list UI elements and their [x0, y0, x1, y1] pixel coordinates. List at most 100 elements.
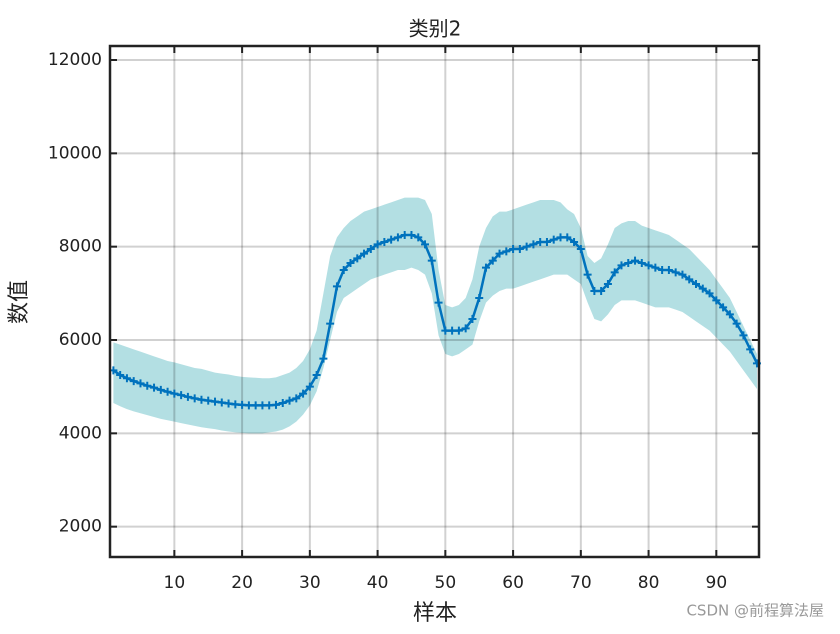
data-point [414, 233, 423, 242]
data-point [217, 398, 226, 407]
x-tick-label: 70 [570, 573, 592, 593]
y-tick-label: 12000 [48, 50, 102, 70]
data-point [224, 399, 233, 408]
data-point [285, 396, 294, 405]
confidence-band [113, 197, 757, 434]
data-point [529, 240, 538, 249]
data-point [204, 396, 213, 405]
data-point [725, 310, 734, 319]
data-point [190, 394, 199, 403]
data-point [143, 381, 152, 390]
data-point [597, 287, 606, 295]
data-point [739, 331, 748, 340]
data-point [197, 395, 206, 404]
data-point [346, 259, 355, 267]
data-point [664, 266, 673, 274]
data-point [556, 233, 565, 242]
data-point [502, 247, 511, 256]
data-point [509, 245, 518, 253]
data-point [427, 256, 436, 265]
x-tick-label: 40 [367, 573, 389, 593]
data-point [475, 294, 484, 302]
data-point [461, 324, 470, 333]
data-point [238, 400, 247, 409]
data-point [719, 303, 728, 312]
data-point [305, 382, 314, 391]
data-point [732, 319, 741, 328]
data-point [542, 238, 551, 246]
data-point [380, 238, 389, 246]
data-point [177, 391, 186, 400]
data-point [610, 268, 619, 277]
data-point [454, 326, 463, 335]
data-point [360, 249, 369, 258]
data-point [678, 270, 687, 279]
x-axis-label: 样本 [413, 601, 457, 626]
data-point [353, 254, 362, 263]
data-point [373, 240, 382, 249]
data-point [299, 389, 308, 398]
data-point [129, 377, 138, 386]
data-point [326, 319, 335, 328]
data-point [651, 263, 660, 272]
data-point [685, 275, 694, 284]
y-tick-label: 6000 [59, 330, 102, 350]
data-point [583, 270, 592, 279]
data-point [441, 326, 450, 335]
data-point [631, 256, 640, 265]
data-point [332, 282, 341, 291]
data-point [265, 401, 274, 410]
data-point [231, 400, 240, 409]
data-point [705, 289, 714, 298]
data-point [387, 235, 396, 244]
data-point [407, 231, 416, 239]
data-point [576, 245, 585, 253]
y-tick-label: 8000 [59, 237, 102, 257]
data-point [481, 263, 490, 272]
data-point [563, 233, 572, 242]
x-tick-label: 60 [502, 573, 524, 593]
x-tick-label: 50 [435, 573, 457, 593]
data-point [488, 256, 497, 265]
x-tick-label: 90 [706, 573, 728, 593]
data-point [366, 245, 375, 253]
data-point [698, 284, 707, 293]
data-point [536, 238, 545, 246]
y-tick-label: 2000 [59, 517, 102, 537]
data-point [468, 315, 477, 323]
data-point [495, 249, 504, 258]
y-tick-label: 10000 [48, 143, 102, 163]
data-point [515, 245, 524, 253]
data-point [712, 296, 721, 305]
data-point [136, 379, 145, 388]
y-tick-label: 4000 [59, 423, 102, 443]
data-point [637, 259, 646, 267]
data-point [624, 259, 633, 267]
data-point [421, 240, 430, 249]
data-point [339, 266, 348, 274]
data-point [163, 387, 172, 396]
chart-title: 类别2 [409, 17, 462, 41]
data-point [448, 326, 457, 335]
x-tick-label: 80 [638, 573, 660, 593]
data-point [522, 242, 531, 251]
data-point [671, 268, 680, 277]
data-point [150, 383, 159, 392]
data-point [271, 400, 280, 409]
data-point [183, 392, 192, 401]
y-axis-label: 数值 [7, 280, 32, 324]
data-point [434, 298, 443, 307]
data-point [258, 401, 267, 410]
data-point [211, 397, 220, 406]
data-point [746, 345, 755, 354]
data-point [590, 287, 599, 295]
data-point [570, 238, 579, 246]
watermark: CSDN @前程算法屋 [686, 602, 824, 620]
x-tick-label: 20 [231, 573, 253, 593]
data-point [319, 354, 328, 363]
data-point [617, 261, 626, 270]
data-point [278, 399, 287, 407]
data-point [156, 385, 165, 394]
